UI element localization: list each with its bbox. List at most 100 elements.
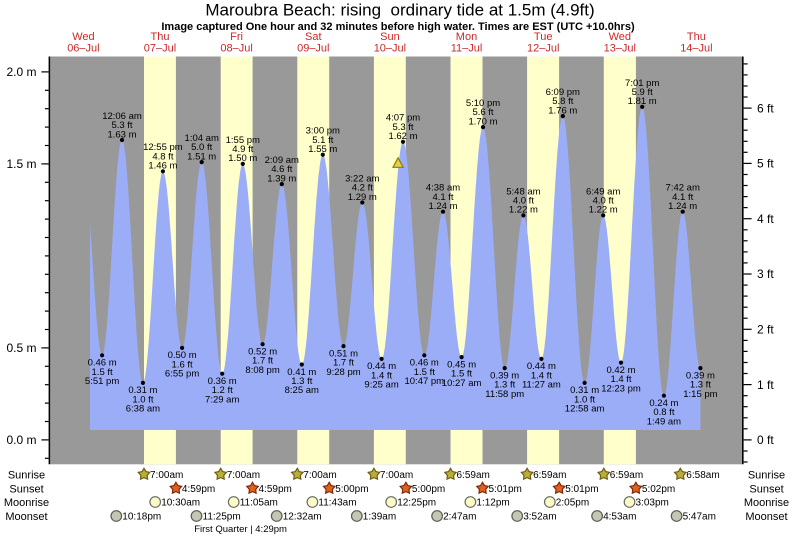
svg-text:Sunset: Sunset [9,483,43,495]
svg-text:5.3 ft: 5.3 ft [392,122,413,133]
svg-text:1:04 am: 1:04 am [185,133,219,144]
svg-text:4:07 pm: 4:07 pm [386,113,420,124]
svg-text:1.5 ft: 1.5 ft [451,369,472,380]
svg-text:07–Jul: 07–Jul [144,43,176,55]
svg-text:First Quarter | 4:29pm: First Quarter | 4:29pm [194,524,287,535]
svg-text:Image captured One hour and 32: Image captured One hour and 32 minutes b… [161,21,635,33]
svg-text:4.6 ft: 4.6 ft [271,164,292,175]
svg-text:5.8 ft: 5.8 ft [552,96,573,107]
svg-text:0.39 m: 0.39 m [490,370,519,381]
svg-text:5:48 am: 5:48 am [506,186,540,197]
svg-text:Moonrise: Moonrise [4,497,49,509]
svg-text:6:58am: 6:58am [686,470,719,481]
svg-text:4.8 ft: 4.8 ft [152,151,173,162]
svg-text:4 ft: 4 ft [757,212,774,226]
svg-text:1.3 ft: 1.3 ft [690,380,711,391]
svg-text:0.44 m: 0.44 m [367,361,396,372]
svg-text:5:01pm: 5:01pm [489,484,522,495]
svg-text:4.0 ft: 4.0 ft [593,196,614,207]
svg-text:5:51 pm: 5:51 pm [85,376,119,387]
svg-text:2 ft: 2 ft [757,323,774,337]
svg-text:1:15 pm: 1:15 pm [683,389,717,400]
svg-text:6:59am: 6:59am [610,470,643,481]
svg-text:0.8 ft: 0.8 ft [653,407,674,418]
svg-text:11:25pm: 11:25pm [203,512,241,523]
svg-text:10:47 pm: 10:47 pm [404,376,444,387]
svg-text:Thu: Thu [687,31,706,43]
svg-text:6:38 am: 6:38 am [126,404,160,415]
svg-text:1.39 m: 1.39 m [267,173,296,184]
svg-text:12:32am: 12:32am [283,512,322,523]
svg-text:10–Jul: 10–Jul [374,43,406,55]
svg-text:4.0 ft: 4.0 ft [513,196,534,207]
svg-text:8:08 pm: 8:08 pm [245,365,279,376]
svg-text:4:59pm: 4:59pm [259,484,292,495]
svg-text:5.1 ft: 5.1 ft [312,135,333,146]
svg-text:5:47am: 5:47am [683,512,716,523]
svg-text:7:01 pm: 7:01 pm [625,78,659,89]
svg-text:0.50 m: 0.50 m [168,350,197,361]
svg-text:5.6 ft: 5.6 ft [472,107,493,118]
svg-text:4.9 ft: 4.9 ft [232,144,253,155]
svg-text:0.51 m: 0.51 m [329,348,358,359]
svg-text:1.62 m: 1.62 m [388,131,417,142]
svg-text:0.41 m: 0.41 m [287,367,316,378]
svg-text:0.0 m: 0.0 m [6,433,36,447]
svg-text:0.45 m: 0.45 m [447,359,476,370]
svg-text:Wed: Wed [72,31,94,43]
svg-text:7:29 am: 7:29 am [205,394,239,405]
svg-text:7:00am: 7:00am [227,470,260,481]
svg-text:1.2 ft: 1.2 ft [212,385,233,396]
svg-text:1.22 m: 1.22 m [589,205,618,216]
svg-text:Wed: Wed [609,31,631,43]
svg-text:1:49 am: 1:49 am [647,416,681,427]
svg-text:1.51 m: 1.51 m [187,151,216,162]
svg-text:1.5 ft: 1.5 ft [92,367,113,378]
svg-text:4.2 ft: 4.2 ft [352,183,373,194]
svg-text:2:09 am: 2:09 am [265,155,299,166]
svg-text:2:47am: 2:47am [443,512,476,523]
svg-text:12:23 pm: 12:23 pm [601,383,641,394]
svg-text:1:55 pm: 1:55 pm [226,135,260,146]
svg-text:0 ft: 0 ft [757,433,774,447]
svg-text:1.70 m: 1.70 m [468,116,497,127]
svg-text:3:00 pm: 3:00 pm [306,126,340,137]
svg-text:5 ft: 5 ft [757,157,774,171]
svg-text:1.0 ft: 1.0 ft [574,394,595,405]
svg-text:0.46 m: 0.46 m [410,358,439,369]
svg-text:1.22 m: 1.22 m [509,205,538,216]
svg-text:3:22 am: 3:22 am [345,173,379,184]
svg-text:0.44 m: 0.44 m [527,361,556,372]
svg-text:11:43am: 11:43am [318,498,356,509]
svg-text:1.3 ft: 1.3 ft [494,380,515,391]
svg-text:10:27 am: 10:27 am [442,378,482,389]
svg-text:12–Jul: 12–Jul [527,43,559,55]
svg-text:4.1 ft: 4.1 ft [432,192,453,203]
svg-text:1:12pm: 1:12pm [476,498,509,509]
svg-text:5:00pm: 5:00pm [335,484,368,495]
svg-text:12:58 am: 12:58 am [565,404,605,415]
svg-text:5:10 pm: 5:10 pm [466,98,500,109]
svg-text:Sunrise: Sunrise [8,469,45,481]
svg-text:08–Jul: 08–Jul [220,43,252,55]
svg-text:Maroubra Beach: rising ordina: Maroubra Beach: rising ordinary tide at … [205,1,594,20]
svg-text:1.24 m: 1.24 m [428,201,457,212]
svg-text:0.46 m: 0.46 m [88,358,117,369]
svg-text:6 ft: 6 ft [757,101,774,115]
svg-text:14–Jul: 14–Jul [680,43,712,55]
svg-text:1.55 m: 1.55 m [308,144,337,155]
svg-text:1.4 ft: 1.4 ft [371,370,392,381]
svg-text:5.9 ft: 5.9 ft [632,87,653,98]
svg-text:Thu: Thu [151,31,170,43]
svg-text:1.0 ft: 1.0 ft [132,394,153,405]
svg-text:Sunset: Sunset [749,483,783,495]
svg-text:5.0 ft: 5.0 ft [191,142,212,153]
svg-text:5:00pm: 5:00pm [412,484,445,495]
svg-text:11–Jul: 11–Jul [451,43,483,55]
svg-text:11:58 pm: 11:58 pm [485,389,524,400]
svg-text:1.4 ft: 1.4 ft [531,370,552,381]
svg-text:0.39 m: 0.39 m [686,370,715,381]
svg-text:0.36 m: 0.36 m [208,376,237,387]
svg-text:12:06 am: 12:06 am [102,111,142,122]
svg-text:3 ft: 3 ft [757,267,774,281]
